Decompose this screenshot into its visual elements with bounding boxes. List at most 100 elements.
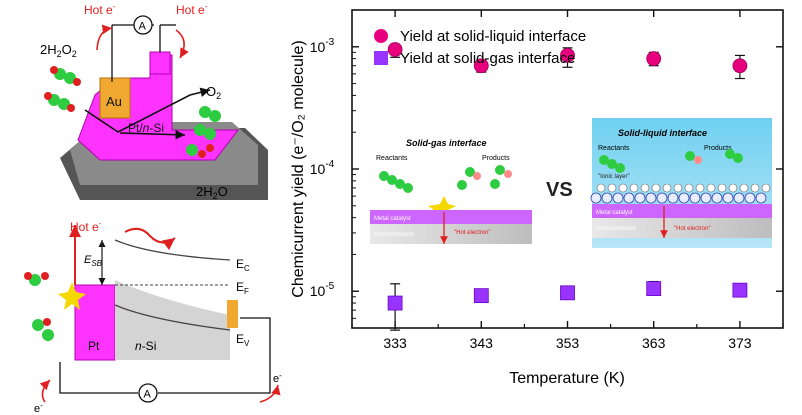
data-point-gas bbox=[387, 295, 403, 311]
ev-label: EV bbox=[236, 332, 250, 348]
ion-icon bbox=[750, 183, 760, 193]
ion-icon bbox=[623, 192, 635, 204]
o2-label: O2 bbox=[206, 84, 221, 101]
liq-products: Products bbox=[704, 145, 732, 152]
ion-icon bbox=[711, 192, 723, 204]
e-left-label: e- bbox=[34, 401, 43, 415]
pt-band bbox=[74, 284, 116, 361]
ion-icon bbox=[700, 192, 712, 204]
circuit-wire bbox=[59, 362, 138, 394]
ev-line bbox=[114, 304, 231, 331]
molecule-icon bbox=[44, 66, 81, 112]
ammeter-icon bbox=[133, 15, 153, 35]
hot-e-band: Hot e- bbox=[70, 219, 102, 234]
y-tick-label: 10-4 bbox=[310, 159, 335, 177]
legend-marker-gas bbox=[374, 51, 388, 65]
gas-title: Solid-gas interface bbox=[406, 138, 487, 148]
legend-marker-liquid bbox=[374, 29, 388, 43]
ion-icon bbox=[662, 183, 672, 193]
ion-icon bbox=[744, 192, 756, 204]
ion-icon bbox=[596, 183, 606, 193]
au-label: Au bbox=[106, 94, 122, 109]
x-tick-label: 363 bbox=[642, 335, 666, 351]
ion-icon bbox=[656, 192, 668, 204]
gas-semi: Semiconductor bbox=[374, 232, 414, 238]
y-tick-label: 10-5 bbox=[310, 281, 335, 299]
molecule-icon bbox=[599, 149, 743, 173]
ion-icon bbox=[739, 183, 749, 193]
ion-icon bbox=[607, 183, 617, 193]
ion-icon bbox=[645, 192, 657, 204]
h2o-label: 2H2O bbox=[196, 184, 228, 201]
gas-metal: Metal catalyst bbox=[374, 216, 411, 222]
ammeter-label: A bbox=[139, 21, 147, 33]
ion-icon bbox=[673, 183, 683, 193]
ion-icon bbox=[634, 192, 646, 204]
data-point-gas bbox=[473, 288, 489, 304]
liq-metal: Metal catalyst bbox=[596, 210, 633, 216]
liq-hot: "Hot electron" bbox=[674, 226, 711, 232]
si-band bbox=[115, 240, 230, 360]
ptsi-label: Pt/n-Si bbox=[128, 121, 164, 135]
x-tick-label: 343 bbox=[470, 335, 494, 351]
legend: Yield at solid-liquid interface Yield at … bbox=[374, 28, 586, 67]
ion-icon bbox=[728, 183, 738, 193]
ion-icon bbox=[733, 192, 745, 204]
device-schematic: Au Pt/n-Si A Hot e- Hot e- 2H2O2 O2 2H2O bbox=[40, 2, 268, 201]
axes: 333 343 353 363 373 10-5 10-4 10-3 bbox=[310, 9, 784, 351]
x-tick-label: 373 bbox=[728, 335, 752, 351]
molecule-icon bbox=[186, 106, 221, 158]
data-point-liquid bbox=[387, 42, 403, 57]
legend-label: Yield at solid-liquid interface bbox=[400, 28, 586, 45]
data-point-gas bbox=[646, 281, 662, 297]
molecule-icon bbox=[379, 165, 512, 193]
x-tick-label: 353 bbox=[556, 335, 580, 351]
gas-metal-layer bbox=[370, 210, 532, 224]
band-diagram: Hot e- ESB EC EF EV Pt n-Si A e- e- bbox=[24, 219, 282, 415]
ion-icon bbox=[755, 192, 767, 204]
ion-icon bbox=[689, 192, 701, 204]
ion-icon bbox=[761, 183, 771, 193]
data-point-liquid bbox=[560, 48, 575, 63]
esb-label: ESB bbox=[84, 254, 103, 268]
chart: Solid-gas interface Reactants Products M… bbox=[290, 9, 784, 387]
gas-products: Products bbox=[482, 155, 510, 162]
data-point-liquid bbox=[646, 51, 662, 67]
ion-icon bbox=[640, 183, 650, 193]
ion-icon bbox=[717, 183, 727, 193]
data-point-gas bbox=[560, 285, 575, 301]
x-axis-label: Temperature (K) bbox=[509, 370, 625, 387]
inset: Solid-gas interface Reactants Products M… bbox=[370, 118, 772, 248]
ec-line bbox=[114, 239, 231, 261]
liq-metal-layer bbox=[592, 204, 772, 218]
ionic-layer bbox=[590, 183, 771, 204]
data-point-gas bbox=[732, 282, 748, 298]
data-point-liquid bbox=[732, 58, 748, 74]
ammeter-icon bbox=[138, 383, 158, 403]
ion-icon bbox=[629, 183, 639, 193]
ion-icon bbox=[706, 183, 716, 193]
ion-icon bbox=[590, 192, 602, 204]
ion-icon bbox=[651, 183, 661, 193]
liq-semi-layer bbox=[592, 218, 772, 238]
h2o2-label: 2H2O2 bbox=[40, 42, 77, 59]
ion-icon bbox=[667, 192, 679, 204]
ion-icon bbox=[722, 192, 734, 204]
gas-semi-layer bbox=[370, 224, 532, 244]
legend-label: Yield at solid-gas interface bbox=[400, 50, 575, 67]
molecule-icon bbox=[24, 272, 86, 341]
ef-label: EF bbox=[236, 280, 249, 296]
au-pad bbox=[99, 77, 131, 119]
vs-label: VS bbox=[546, 179, 573, 201]
gas-hot: "Hot electron" bbox=[454, 230, 491, 236]
liq-reactants: Reactants bbox=[598, 145, 630, 152]
hot-e-left: Hot e- bbox=[84, 2, 116, 17]
ion-icon bbox=[695, 183, 705, 193]
pt-contact bbox=[149, 51, 171, 75]
ion-icon bbox=[684, 183, 694, 193]
hot-e-right: Hot e- bbox=[176, 2, 208, 17]
e-right-label: e- bbox=[273, 371, 282, 385]
y-tick-label: 10-3 bbox=[310, 37, 335, 55]
liq-semi: Semiconductor bbox=[596, 226, 636, 232]
